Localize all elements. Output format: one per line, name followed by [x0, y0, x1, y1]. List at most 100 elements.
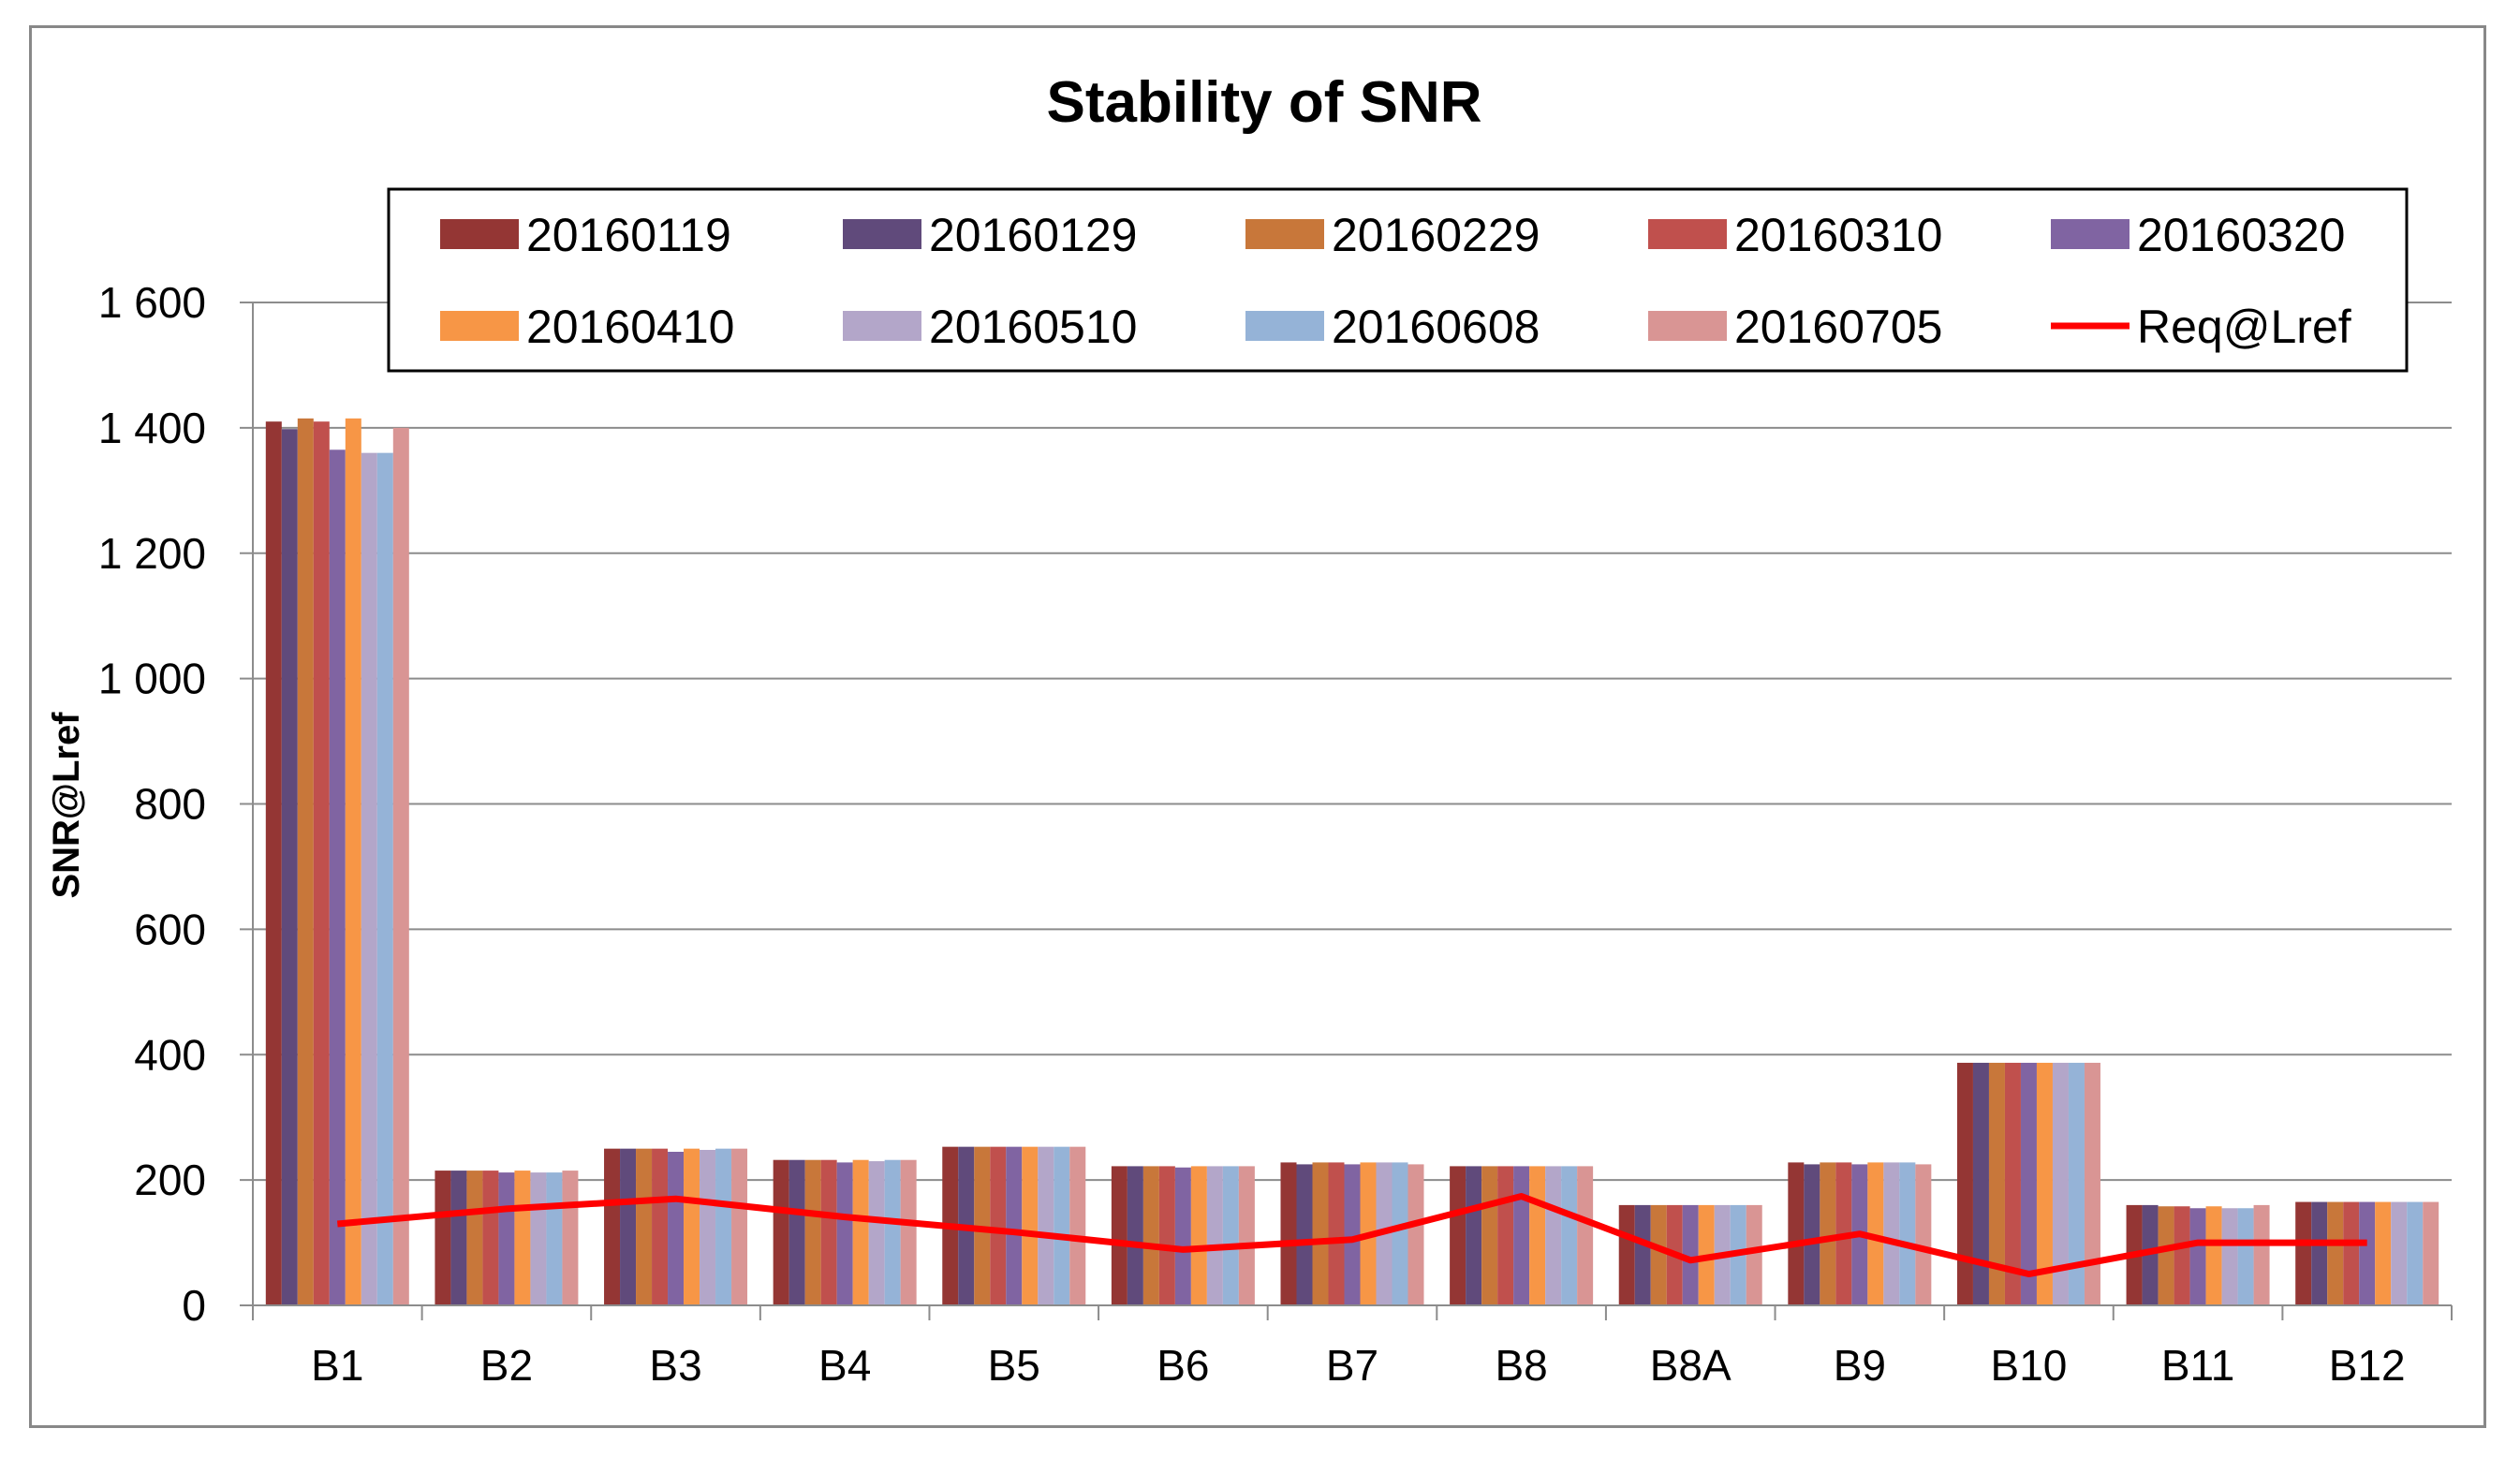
y-tick-label: 0: [182, 1281, 206, 1330]
bar-20160410-B10: [2036, 1062, 2053, 1305]
bar-20160410-B12: [2375, 1201, 2392, 1305]
bar-20160410-B9: [1867, 1162, 1884, 1305]
x-tick-label: B2: [480, 1341, 533, 1390]
bar-20160510-B6: [1206, 1166, 1223, 1305]
bar-20160310-B8: [1497, 1166, 1514, 1305]
bar-20160705-B2: [562, 1171, 579, 1305]
legend-swatch: [1245, 311, 1324, 341]
bar-20160705-B8A: [1746, 1204, 1762, 1305]
bar-20160320-B5: [1006, 1146, 1023, 1305]
bar-20160510-B3: [700, 1149, 716, 1305]
x-tick-label: B10: [1991, 1341, 2068, 1390]
bar-20160310-B6: [1158, 1166, 1175, 1305]
bar-20160705-B9: [1915, 1164, 1932, 1305]
y-tick-label: 200: [134, 1156, 206, 1204]
x-tick-label: B3: [649, 1341, 701, 1390]
x-tick-label: B7: [1326, 1341, 1378, 1390]
bar-20160410-B5: [1022, 1146, 1039, 1305]
bar-20160410-B2: [514, 1171, 531, 1305]
bar-20160119-B8: [1450, 1166, 1466, 1305]
bar-20160510-B9: [1883, 1162, 1900, 1305]
y-tick-label: 1 200: [98, 529, 206, 578]
bar-20160320-B10: [2020, 1062, 2037, 1305]
bar-20160510-B11: [2221, 1208, 2238, 1305]
requirement-line-layer: [336, 1193, 2367, 1278]
x-tick-label: B8: [1495, 1341, 1547, 1390]
axes: 0 200 400 600 800 1 000 1 200 1 400 1 600 B1 B2 B3 B…: [98, 278, 2453, 1390]
legend-swatch: [2051, 219, 2129, 249]
legend-swatch: [843, 311, 921, 341]
legend-swatch: [843, 219, 921, 249]
req-lref-line: [336, 1193, 2367, 1278]
bar-20160410-B8: [1529, 1166, 1546, 1305]
bar-20160608-B10: [2068, 1062, 2085, 1305]
bar-20160119-B8A: [1618, 1204, 1635, 1305]
bar-20160705-B5: [1069, 1146, 1086, 1305]
legend-label: 20160129: [929, 209, 1137, 261]
bar-20160608-B3: [715, 1148, 732, 1305]
bar-20160510-B2: [530, 1172, 547, 1305]
legend-swatch: [1648, 219, 1727, 249]
bar-20160410-B6: [1190, 1166, 1207, 1305]
bar-20160129-B2: [450, 1171, 467, 1305]
bar-20160608-B8: [1561, 1166, 1578, 1305]
gridlines: [253, 302, 2452, 1182]
bar-20160129-B3: [620, 1148, 637, 1305]
bar-20160129-B1: [281, 429, 298, 1305]
legend-box: [387, 187, 2409, 373]
y-tick-label: 1 600: [98, 278, 206, 327]
bar-20160320-B4: [836, 1162, 853, 1305]
bar-20160129-B9: [1804, 1164, 1820, 1305]
legend-label: Req@Lref: [2137, 301, 2351, 353]
legend-label: 20160510: [929, 301, 1137, 353]
bar-20160119-B4: [773, 1159, 789, 1305]
y-tick-label: 800: [134, 780, 206, 829]
x-tick-label: B12: [2329, 1341, 2406, 1390]
bar-20160608-B7: [1392, 1162, 1408, 1305]
bar-20160705-B10: [2084, 1062, 2100, 1305]
bar-20160129-B8: [1466, 1166, 1482, 1305]
bar-20160229-B2: [466, 1171, 483, 1305]
bar-20160320-B3: [668, 1152, 685, 1305]
bar-20160229-B12: [2327, 1201, 2344, 1305]
x-tick-label: B1: [311, 1341, 363, 1390]
legend-swatch: [440, 219, 519, 249]
bar-20160320-B2: [498, 1172, 515, 1305]
bar-20160510-B4: [868, 1161, 885, 1305]
legend-label: 20160320: [2137, 209, 2345, 261]
chart-title: Stability of SNR: [1046, 70, 1481, 135]
bar-20160129-B11: [2142, 1204, 2159, 1305]
bar-20160310-B12: [2343, 1201, 2360, 1305]
bar-20160608-B12: [2407, 1201, 2424, 1305]
bar-20160320-B12: [2359, 1201, 2376, 1305]
bar-20160229-B11: [2158, 1206, 2174, 1305]
bar-20160229-B3: [636, 1148, 653, 1305]
bar-20160608-B1: [376, 452, 393, 1305]
legend-swatch: [1245, 219, 1324, 249]
y-tick-label: 400: [134, 1030, 206, 1079]
bar-20160229-B8A: [1650, 1204, 1667, 1305]
bar-20160129-B12: [2311, 1201, 2328, 1305]
bar-20160310-B7: [1328, 1162, 1345, 1305]
legend-label: 20160705: [1734, 301, 1942, 353]
y-tick-label: 600: [134, 905, 206, 953]
bar-20160229-B8: [1481, 1166, 1498, 1305]
x-tick-label: B4: [818, 1341, 871, 1390]
bar-20160310-B5: [990, 1146, 1007, 1305]
bars: [265, 418, 2439, 1306]
bar-20160310-B2: [482, 1171, 499, 1305]
bar-20160229-B9: [1820, 1162, 1836, 1305]
bar-20160129-B4: [788, 1159, 805, 1305]
bar-20160608-B4: [884, 1159, 901, 1305]
bar-20160705-B8: [1577, 1166, 1594, 1305]
bar-20160310-B10: [2004, 1062, 2021, 1305]
bar-20160119-B6: [1111, 1166, 1127, 1305]
bar-20160310-B4: [820, 1159, 837, 1305]
y-tick-label: 1 400: [98, 404, 206, 452]
bar-20160510-B1: [361, 452, 377, 1305]
bar-20160320-B8: [1513, 1166, 1530, 1305]
legend-label: 20160119: [526, 209, 731, 261]
bar-20160608-B2: [546, 1172, 563, 1305]
legend-label: 20160608: [1332, 301, 1540, 353]
